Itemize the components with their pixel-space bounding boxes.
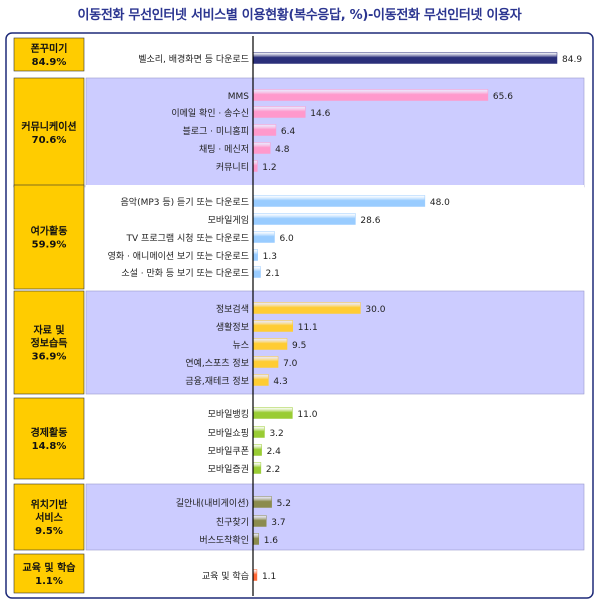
value-label: 84.9 — [562, 55, 582, 65]
category-label: 길안내(내비게이션) — [176, 498, 249, 509]
bar — [252, 142, 271, 154]
category-label: 벨소리, 배경화면 등 다운로드 — [138, 53, 249, 65]
category-label: 정보검색 — [216, 303, 249, 315]
category-label: 음악(MP3 등) 듣기 또는 다운로드 — [121, 196, 249, 208]
category-label: MMS — [228, 92, 250, 102]
value-label: 2.2 — [266, 465, 280, 475]
category-label: 이메일 확인 · 송수신 — [171, 107, 249, 119]
group-label-0-line-0: 폰꾸미기 — [31, 42, 68, 55]
group-label-4-line-0: 경제활동 — [31, 426, 68, 439]
value-label: 1.2 — [262, 163, 276, 173]
bar — [252, 320, 293, 332]
group-label-5-line-0: 위치기반 — [31, 498, 69, 511]
value-label: 3.2 — [269, 429, 283, 439]
value-label: 14.6 — [310, 109, 330, 119]
group-label-box-0 — [13, 37, 85, 72]
bar — [252, 515, 267, 527]
group-label-6-line-1: 1.1% — [35, 576, 63, 587]
bar — [252, 249, 258, 261]
category-label: 영화 · 애니메이션 보기 또는 다운로드 — [108, 251, 249, 262]
value-label: 30.0 — [365, 305, 385, 315]
category-label: 버스도착확인 — [199, 534, 249, 546]
value-label: 3.7 — [271, 518, 285, 528]
group-label-3-line-2: 36.9% — [32, 352, 67, 363]
value-label: 6.0 — [279, 234, 294, 244]
group-label-4-line-1: 14.8% — [32, 441, 67, 452]
value-label: 11.1 — [298, 323, 318, 333]
bar — [252, 356, 279, 368]
group-band-5 — [85, 483, 585, 551]
bar — [252, 124, 277, 136]
group-label-box-4 — [13, 397, 85, 480]
group-label-2-line-1: 59.9% — [32, 240, 67, 251]
category-label: 소설 · 만화 등 보기 또는 다운로드 — [121, 268, 249, 279]
group-label-1-line-0: 커뮤니케이션 — [21, 120, 76, 133]
value-label: 7.0 — [283, 359, 298, 369]
value-label: 1.6 — [264, 536, 279, 546]
category-label: 생활정보 — [216, 321, 249, 333]
bar — [252, 89, 489, 101]
value-label: 4.3 — [273, 377, 287, 387]
group-band-6 — [86, 554, 584, 593]
category-label: 블로그 · 미니홈피 — [182, 125, 249, 137]
group-label-box-3 — [13, 290, 85, 395]
bar — [252, 266, 261, 278]
category-label: 모바일쇼핑 — [208, 428, 249, 439]
bar — [252, 52, 558, 64]
bar — [252, 231, 275, 243]
bar — [252, 444, 262, 456]
bar — [252, 106, 306, 118]
value-label: 48.0 — [430, 198, 450, 208]
value-label: 11.0 — [297, 410, 317, 420]
bar — [252, 496, 272, 508]
category-label: 모바일뱅킹 — [208, 408, 249, 420]
group-label-3-line-0: 자료 및 — [33, 324, 64, 337]
category-label: 커뮤니티 — [216, 162, 249, 173]
category-label: 금융,재테크 정보 — [185, 376, 249, 387]
group-label-box-2 — [13, 184, 85, 290]
group-label-box-5 — [13, 483, 85, 551]
bar — [252, 160, 258, 172]
group-label-2-line-0: 여가활동 — [31, 225, 68, 238]
group-label-6-line-0: 교육 및 학습 — [23, 561, 76, 574]
bar — [252, 374, 269, 386]
category-label: 모바일게임 — [208, 214, 249, 226]
page-title: 이동전화 무선인터넷 서비스별 이용현황(복수응답, %)-이동전화 무선인터넷… — [77, 8, 522, 23]
group-band-4 — [86, 398, 584, 479]
bar — [252, 533, 259, 545]
category-label: 교육 및 학습 — [202, 570, 249, 582]
value-label: 1.3 — [263, 252, 277, 262]
bar — [252, 213, 356, 225]
bar — [252, 407, 293, 419]
value-label: 65.6 — [493, 92, 513, 102]
category-label: 친구찾기 — [216, 517, 249, 528]
bar — [252, 426, 265, 438]
category-label: 모바일쿠폰 — [208, 446, 249, 457]
value-label: 4.8 — [275, 145, 290, 155]
group-label-5-line-1: 서비스 — [35, 511, 63, 524]
group-label-3-line-1: 정보습득 — [31, 337, 68, 350]
group-label-5-line-2: 9.5% — [35, 526, 63, 537]
group-label-0-line-1: 84.9% — [32, 57, 67, 68]
category-label: 연예,스포츠 정보 — [185, 358, 249, 369]
value-label: 28.6 — [360, 216, 380, 226]
value-label: 6.4 — [281, 127, 296, 137]
group-label-box-1 — [13, 77, 85, 188]
value-label: 9.5 — [292, 341, 306, 351]
category-label: 채팅 · 메신저 — [199, 144, 249, 155]
bar — [252, 338, 288, 350]
value-label: 2.1 — [266, 269, 280, 279]
value-label: 2.4 — [267, 447, 282, 457]
group-label-1-line-1: 70.6% — [32, 135, 67, 146]
category-label: 모바일증권 — [208, 463, 249, 475]
bar — [252, 462, 262, 474]
bar — [252, 195, 426, 207]
bar — [252, 302, 361, 314]
value-label: 1.1 — [262, 572, 276, 582]
category-label: TV 프로그램 시청 또는 다운로드 — [126, 232, 249, 244]
group-label-box-6 — [13, 553, 85, 594]
value-label: 5.2 — [277, 499, 291, 509]
category-label: 뉴스 — [232, 340, 249, 351]
